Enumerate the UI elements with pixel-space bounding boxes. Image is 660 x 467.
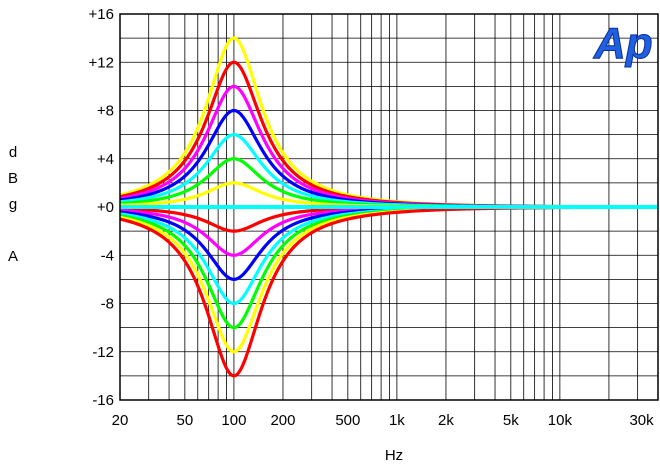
- ap-logo: Ap: [593, 19, 654, 69]
- y-tick-label: +8: [97, 103, 114, 120]
- x-tick-label: 500: [335, 412, 360, 429]
- y-tick-labels: +16 +12 +8 +4 +0 -4 -8 -12 -16: [89, 6, 114, 409]
- y-tick-label: +16: [89, 6, 114, 23]
- y-tick-label: -4: [101, 247, 114, 264]
- y-tick-label: +4: [97, 151, 114, 168]
- x-tick-label: 2k: [438, 412, 454, 429]
- y-axis-label-char: d: [9, 144, 17, 161]
- x-tick-label: 200: [270, 412, 295, 429]
- x-tick-labels: 20 50 100 200 500 1k 2k 5k 10k 30k: [112, 412, 654, 429]
- y-axis-label: dBg A: [8, 144, 18, 265]
- x-tick-label: 1k: [389, 412, 405, 429]
- x-tick-label: 5k: [503, 412, 519, 429]
- x-axis-label: Hz: [385, 447, 403, 464]
- y-tick-label: -8: [101, 296, 114, 313]
- x-tick-label: 50: [177, 412, 194, 429]
- x-tick-label: 20: [112, 412, 129, 429]
- x-tick-label: 30k: [629, 412, 654, 429]
- y-axis-label-char: A: [8, 248, 18, 265]
- y-axis-label-char: B: [8, 170, 18, 187]
- y-tick-label: +12: [89, 54, 114, 71]
- y-axis-label-char: g: [9, 196, 17, 213]
- plot-border: [119, 13, 659, 401]
- y-tick-label: -12: [92, 344, 114, 361]
- y-tick-label: -16: [92, 392, 114, 409]
- x-tick-label: 100: [221, 412, 246, 429]
- x-tick-label: 10k: [548, 412, 573, 429]
- series-curves: [119, 36, 659, 378]
- y-tick-label: +0: [97, 199, 114, 216]
- ap-logo-text: Ap: [593, 19, 653, 68]
